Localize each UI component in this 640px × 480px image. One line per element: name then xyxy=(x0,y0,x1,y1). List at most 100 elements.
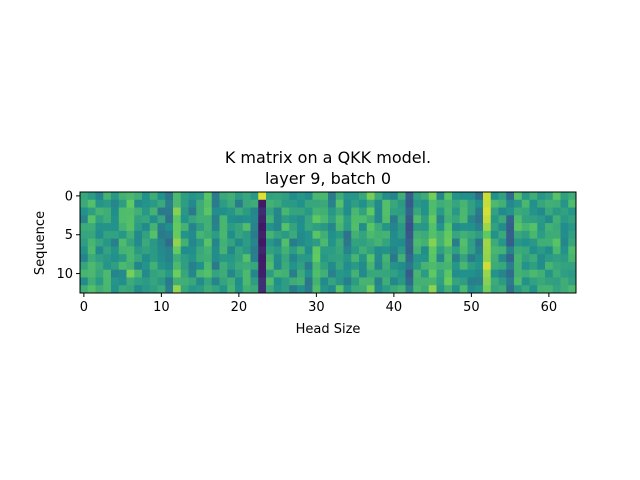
x-tick-label: 10 xyxy=(153,300,170,315)
heatmap-cell xyxy=(227,261,236,271)
heatmap-cell xyxy=(436,207,445,216)
heatmap-cell xyxy=(328,215,337,224)
heatmap-cell xyxy=(157,207,166,216)
heatmap-cell xyxy=(173,261,182,271)
heatmap-cell xyxy=(211,261,220,271)
heatmap-cell xyxy=(157,254,166,263)
heatmap-cell xyxy=(545,192,554,201)
heatmap-cell xyxy=(374,238,383,247)
y-tick-label: 0 xyxy=(65,189,73,204)
heatmap-cell xyxy=(281,223,290,232)
heatmap-cell xyxy=(157,246,166,255)
heatmap-cell xyxy=(351,215,360,224)
heatmap-cell xyxy=(475,215,484,224)
heatmap-cell xyxy=(297,269,306,278)
heatmap-cell xyxy=(149,285,158,294)
heatmap-cell xyxy=(413,246,422,255)
heatmap-cell xyxy=(413,230,422,240)
heatmap-cell xyxy=(103,261,112,271)
heatmap-cell xyxy=(196,215,205,224)
heatmap-cell xyxy=(204,246,213,255)
heatmap-cell xyxy=(304,246,313,255)
heatmap-cell xyxy=(483,238,492,247)
heatmap-cell xyxy=(459,254,468,263)
heatmap-cell xyxy=(273,223,282,232)
heatmap-cell xyxy=(444,277,453,286)
heatmap-cell xyxy=(173,246,182,255)
heatmap-cell xyxy=(142,285,151,294)
heatmap-cell xyxy=(490,269,499,278)
heatmap-cell xyxy=(289,215,298,224)
heatmap-cell xyxy=(227,199,236,208)
heatmap-cell xyxy=(103,207,112,216)
heatmap-cell xyxy=(312,223,321,232)
heatmap-cell xyxy=(436,230,445,240)
heatmap-cell xyxy=(506,246,515,255)
heatmap-cell xyxy=(266,254,275,263)
heatmap-cell xyxy=(552,199,561,208)
heatmap-cell xyxy=(545,246,554,255)
heatmap-cell xyxy=(173,269,182,278)
heatmap-cell xyxy=(560,261,569,271)
heatmap-cell xyxy=(281,246,290,255)
heatmap-cell xyxy=(304,199,313,208)
heatmap-cell xyxy=(343,246,352,255)
heatmap-cell xyxy=(335,269,344,278)
heatmap-cell xyxy=(467,285,476,294)
heatmap-cell xyxy=(173,223,182,232)
heatmap-cell xyxy=(80,199,89,208)
heatmap-cell xyxy=(390,246,399,255)
heatmap-cell xyxy=(157,285,166,294)
heatmap-cell xyxy=(157,261,166,271)
heatmap-cell xyxy=(258,215,267,224)
heatmap-cell xyxy=(514,199,523,208)
heatmap-cell xyxy=(413,215,422,224)
heatmap-cell xyxy=(452,207,461,216)
heatmap-cell xyxy=(506,261,515,271)
heatmap-cell xyxy=(196,277,205,286)
heatmap-cell xyxy=(359,269,368,278)
heatmap-cell xyxy=(250,215,259,224)
heatmap-cell xyxy=(103,254,112,263)
heatmap-cell xyxy=(266,223,275,232)
heatmap-cell xyxy=(157,238,166,247)
heatmap-cell xyxy=(289,277,298,286)
heatmap-cell xyxy=(149,230,158,240)
heatmap-cell xyxy=(95,230,104,240)
heatmap-cell xyxy=(227,246,236,255)
heatmap-cell xyxy=(242,277,251,286)
heatmap-cell xyxy=(289,285,298,294)
heatmap-cell xyxy=(506,254,515,263)
heatmap-cell xyxy=(297,223,306,232)
heatmap-cell xyxy=(467,230,476,240)
heatmap-cell xyxy=(250,207,259,216)
heatmap-cell xyxy=(95,199,104,208)
heatmap-cell xyxy=(436,223,445,232)
heatmap-cell xyxy=(235,261,244,271)
heatmap-cell xyxy=(459,230,468,240)
heatmap-cell xyxy=(320,192,329,201)
heatmap-cell xyxy=(483,215,492,224)
heatmap-cell xyxy=(397,192,406,201)
heatmap-cell xyxy=(366,207,375,216)
heatmap-cell xyxy=(405,246,414,255)
heatmap-cell xyxy=(490,254,499,263)
heatmap-cell xyxy=(289,261,298,271)
heatmap-cell xyxy=(498,254,507,263)
heatmap-cell xyxy=(545,238,554,247)
heatmap-cell xyxy=(103,285,112,294)
heatmap-cell xyxy=(103,199,112,208)
heatmap-cell xyxy=(297,207,306,216)
heatmap-cell xyxy=(452,215,461,224)
heatmap-cell xyxy=(297,261,306,271)
heatmap-cell xyxy=(483,230,492,240)
heatmap-cell xyxy=(266,238,275,247)
heatmap-cell xyxy=(165,215,174,224)
heatmap-cell xyxy=(266,269,275,278)
heatmap-cell xyxy=(204,199,213,208)
heatmap-cell xyxy=(444,269,453,278)
heatmap-cell xyxy=(273,285,282,294)
heatmap-cell xyxy=(459,207,468,216)
heatmap-cell xyxy=(188,192,197,201)
heatmap-cell xyxy=(421,277,430,286)
